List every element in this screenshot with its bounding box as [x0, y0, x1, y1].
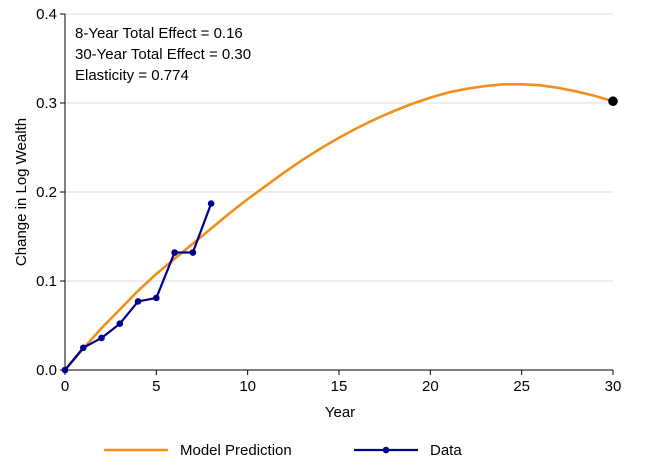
data-point — [189, 249, 197, 256]
annotations: 8-Year Total Effect = 0.16 30-Year Total … — [75, 25, 251, 84]
endpoint-marker — [608, 96, 618, 107]
data-point — [61, 366, 69, 374]
annotation-text: 30-Year Total Effect = 0.30 — [75, 46, 251, 63]
legend: Model Prediction Data — [104, 442, 462, 459]
data-point — [207, 200, 215, 207]
model-prediction-line — [63, 83, 615, 372]
x-axis-label: Year — [325, 404, 355, 421]
annotation-text: 8-Year Total Effect = 0.16 — [75, 25, 243, 42]
y-tick-label: 0.2 — [36, 184, 57, 201]
legend-data-label: Data — [430, 442, 462, 459]
y-tick-label: 0.0 — [36, 362, 57, 379]
series-layer — [61, 83, 618, 374]
annotation-text: Elasticity = 0.774 — [75, 67, 189, 84]
data-point — [79, 344, 87, 352]
x-tick-label: 15 — [331, 378, 348, 395]
data-point — [153, 294, 160, 302]
data-point — [98, 334, 105, 342]
x-tick-label: 20 — [422, 378, 439, 395]
data-point — [134, 298, 142, 305]
tick-labels: 0 5 10 15 20 25 30 0.0 0.1 0.2 0.3 0.4 — [36, 6, 621, 395]
x-tick-label: 30 — [605, 378, 622, 395]
data-point — [116, 320, 124, 328]
grid-lines — [65, 13, 613, 282]
y-tick-label: 0.3 — [36, 95, 57, 112]
legend-data-marker — [382, 446, 390, 454]
x-tick-label: 10 — [239, 378, 256, 395]
y-tick-label: 0.4 — [36, 6, 57, 23]
y-tick-label: 0.1 — [36, 273, 57, 290]
x-tick-label: 25 — [513, 378, 530, 395]
data-point — [171, 249, 178, 256]
data-line — [63, 202, 213, 372]
x-tick-label: 5 — [152, 378, 160, 395]
y-axis-label: Change in Log Wealth — [13, 118, 30, 266]
legend-model-label: Model Prediction — [180, 442, 292, 459]
x-tick-label: 0 — [61, 378, 69, 395]
